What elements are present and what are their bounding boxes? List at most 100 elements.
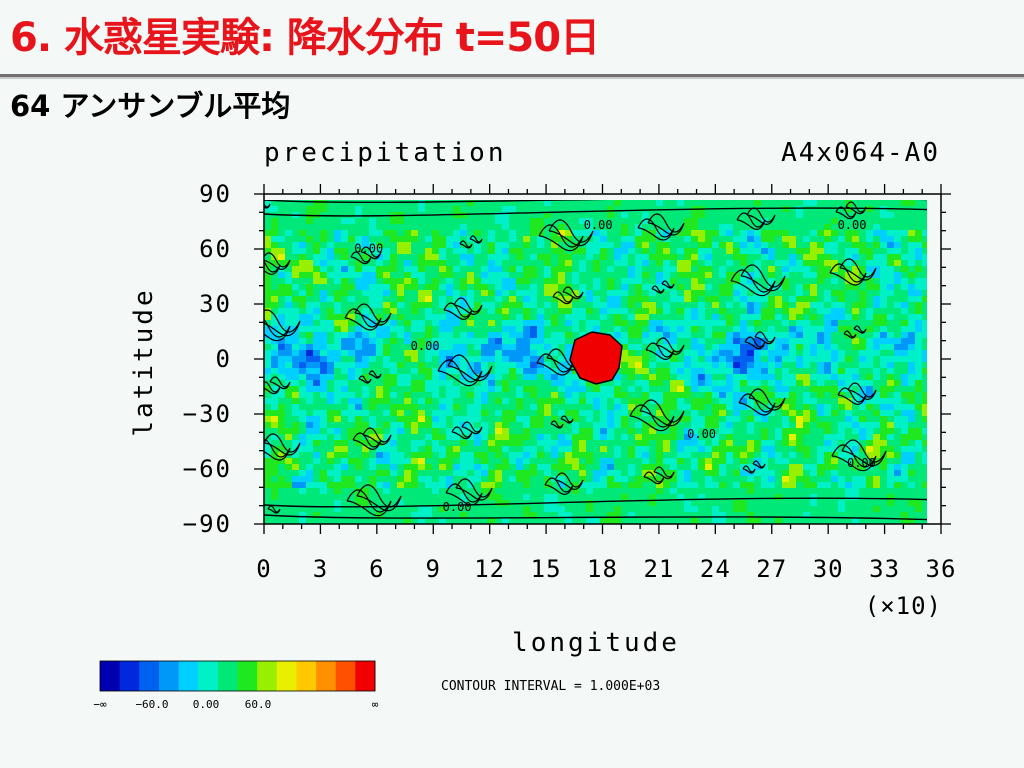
heat-cell <box>544 440 552 447</box>
heat-cell <box>530 410 538 417</box>
heat-cell <box>831 482 839 489</box>
heat-cell <box>852 368 860 375</box>
heat-cell <box>775 362 783 369</box>
heat-cell <box>390 392 398 399</box>
heat-cell <box>404 206 412 213</box>
heat-cell <box>817 452 825 459</box>
heat-cell <box>271 278 279 285</box>
heat-cell <box>348 206 356 213</box>
heat-cell <box>278 290 286 297</box>
heat-cell <box>768 350 776 357</box>
heat-cell <box>292 440 300 447</box>
heat-cell <box>341 308 349 315</box>
heat-cell <box>348 500 356 507</box>
heat-cell <box>642 224 650 231</box>
heat-cell <box>803 350 811 357</box>
heat-cell <box>768 260 776 267</box>
heat-cell <box>719 296 727 303</box>
heat-cell <box>411 284 419 291</box>
heat-cell <box>796 446 804 453</box>
heat-cell <box>551 464 559 471</box>
heat-cell <box>838 314 846 321</box>
heat-cell <box>488 290 496 297</box>
heat-cell <box>922 458 927 465</box>
heat-cell <box>649 302 657 309</box>
heat-cell <box>593 452 601 459</box>
heat-cell <box>523 428 531 435</box>
heat-cell <box>320 206 328 213</box>
heat-cell <box>348 326 356 333</box>
heat-cell <box>446 242 454 249</box>
heat-cell <box>572 374 580 381</box>
heat-cell <box>754 338 762 345</box>
heat-cell <box>908 446 916 453</box>
heat-cell <box>621 440 629 447</box>
heat-cell <box>677 320 685 327</box>
heat-cell <box>537 236 545 243</box>
heat-cell <box>502 374 510 381</box>
heat-cell <box>831 410 839 417</box>
heat-cell <box>474 368 482 375</box>
heat-cell <box>894 242 902 249</box>
heat-cell <box>502 326 510 333</box>
heat-cell <box>929 254 937 261</box>
heat-cell <box>593 470 601 477</box>
heat-cell <box>754 254 762 261</box>
heat-cell <box>649 320 657 327</box>
heat-cell <box>530 476 538 483</box>
heat-cell <box>824 398 832 405</box>
heat-cell <box>607 422 615 429</box>
heat-cell <box>460 344 468 351</box>
heat-cell <box>761 422 769 429</box>
heat-cell <box>523 212 531 219</box>
heat-cell <box>733 422 741 429</box>
heat-cell <box>271 458 279 465</box>
heat-cell <box>320 446 328 453</box>
heat-cell <box>922 314 927 321</box>
heat-cell <box>887 254 895 261</box>
heat-cell <box>565 494 573 501</box>
heat-cell <box>467 440 475 447</box>
heat-cell <box>418 482 426 489</box>
heat-cell <box>425 470 433 477</box>
heat-cell <box>698 212 706 219</box>
heat-cell <box>880 326 888 333</box>
heat-cell <box>677 290 685 297</box>
heat-cell <box>558 302 566 309</box>
heat-cell <box>460 428 468 435</box>
heat-cell <box>278 458 286 465</box>
heat-cell <box>656 440 664 447</box>
heat-cell <box>488 488 496 495</box>
heat-cell <box>460 362 468 369</box>
heat-cell <box>418 500 426 507</box>
heat-cell <box>775 326 783 333</box>
heat-cell <box>782 368 790 375</box>
heat-cell <box>341 404 349 411</box>
heat-cell <box>684 464 692 471</box>
heat-cell <box>579 452 587 459</box>
heat-cell <box>719 434 727 441</box>
heat-cell <box>880 428 888 435</box>
heat-cell <box>768 248 776 255</box>
heat-cell <box>495 290 503 297</box>
heat-cell <box>628 380 636 387</box>
heat-cell <box>740 242 748 249</box>
heat-cell <box>894 488 902 495</box>
heat-cell <box>264 416 272 423</box>
heat-cell <box>572 332 580 339</box>
heat-cell <box>852 494 860 501</box>
heat-cell <box>530 374 538 381</box>
heat-cell <box>439 200 447 207</box>
heat-cell <box>390 230 398 237</box>
heat-cell <box>502 266 510 273</box>
heat-cell <box>523 338 531 345</box>
heat-cell <box>656 452 664 459</box>
heat-cell <box>558 482 566 489</box>
heat-cell <box>677 200 685 207</box>
heat-cell <box>691 452 699 459</box>
heat-cell <box>607 398 615 405</box>
heat-cell <box>880 302 888 309</box>
heat-cell <box>586 320 594 327</box>
heat-cell <box>446 272 454 279</box>
heat-cell <box>341 236 349 243</box>
